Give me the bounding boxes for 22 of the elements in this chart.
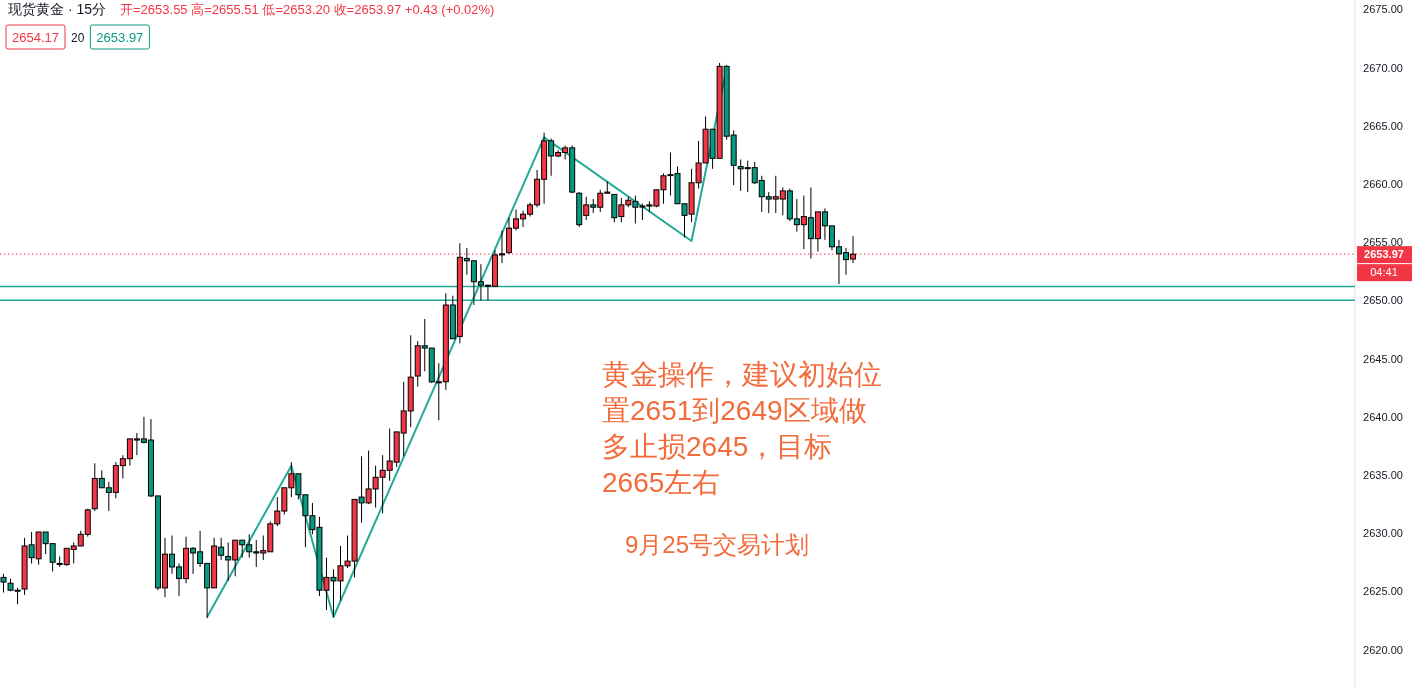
annotation: 20 [71,31,85,45]
y-tick-label: 2665.00 [1363,119,1403,132]
y-tick-label: 2630.00 [1363,527,1403,540]
chart-subtitle: 开=2653.55 高=2655.51 低=2653.20 收=2653.97 +0.43 (+0.02%) [120,2,495,17]
annotation: 2654.17 [12,30,59,45]
text: 04:41 [1370,266,1398,279]
ref-line-label: 2653.97 [1364,248,1404,261]
y-tick-label: 2670.00 [1363,61,1403,74]
y-tick-label: 2635.00 [1363,468,1403,481]
annotation: 2653.97 [96,30,144,45]
y-tick-label: 2650.00 [1363,294,1403,307]
y-tick-label: 2655.00 [1363,236,1403,249]
y-tick-label: 2660.00 [1363,177,1403,190]
annotation: 黄金操作，建议初始位置2651到2649区域做多止损2645，目标2665左右 [602,358,883,500]
y-tick-label: 2625.00 [1363,585,1403,598]
y-tick-label: 2640.00 [1363,410,1403,423]
candlestick [0,573,7,594]
y-tick-label: 2620.00 [1363,643,1403,656]
y-tick-label: 2645.00 [1363,352,1403,365]
annotation: 9月25号交易计划 [625,531,810,558]
y-tick-label: 2675.00 [1363,3,1403,16]
chart-title: 现货黄金 · 15分 [8,1,107,17]
